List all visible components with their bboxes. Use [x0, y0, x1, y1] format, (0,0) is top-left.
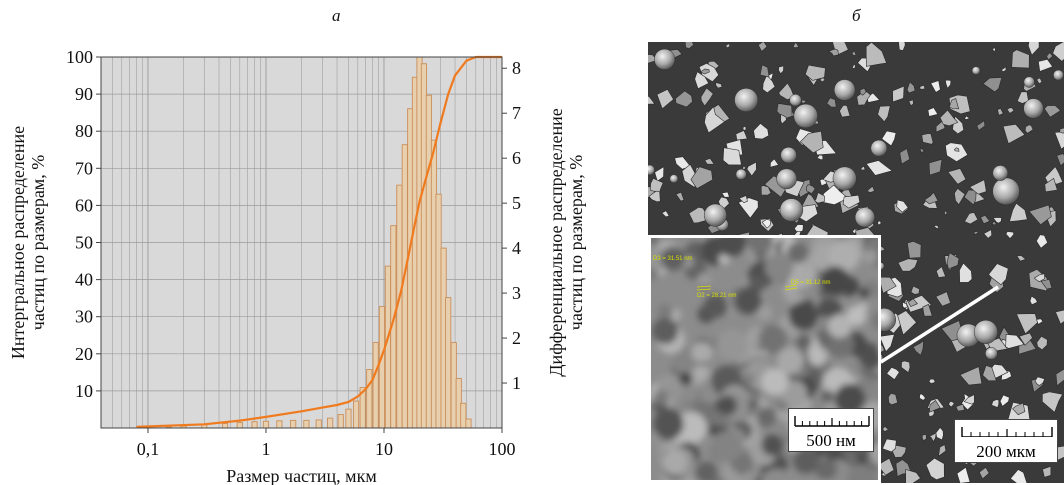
x-tick-label: 100 — [489, 439, 516, 459]
y-left-tick-label: 40 — [75, 270, 93, 290]
bar — [263, 421, 268, 428]
y-axis-left-label: Интергральное распределение частиц по раз… — [8, 126, 48, 359]
axis-title-group: Дифференциальное распределение частиц по … — [546, 108, 586, 376]
x-tick-label: 10 — [375, 439, 393, 459]
y-axis-right-label: Дифференциальное распределение частиц по … — [546, 108, 586, 376]
bar — [426, 95, 431, 428]
y-right-tick-label: 6 — [512, 148, 521, 168]
x-tick-label: 1 — [261, 439, 270, 459]
y-left-tick-label: 20 — [75, 344, 93, 364]
y-left-tick-label: 10 — [75, 381, 93, 401]
inset-scale-ticks — [794, 414, 870, 428]
bar — [461, 403, 466, 428]
y-left-tick-label: 90 — [75, 84, 93, 104]
bar — [277, 421, 282, 428]
bar — [446, 298, 451, 428]
y-left-tick-label: 100 — [66, 47, 93, 67]
bar — [379, 307, 384, 428]
bar — [338, 415, 343, 428]
bar — [328, 418, 333, 428]
bar — [316, 420, 321, 428]
axis-title-line: Интергральное распределение — [8, 126, 28, 359]
inset-scale-label: 500 нм — [789, 432, 873, 450]
particle-size-chart: 10 20 30 40 50 60 70 80 90 100 1 2 3 4 5 6 7 8 0,1 1 10 100 Р… — [0, 0, 640, 485]
axis-title-line: частиц по размерам, % — [566, 155, 586, 330]
bar — [291, 420, 296, 428]
inset-scale-bar: 500 нм — [788, 408, 874, 452]
axis-title-group: Интергральное распределение частиц по раз… — [8, 126, 48, 359]
y-left-tick-label: 50 — [75, 233, 93, 253]
x-tick-label: 0,1 — [137, 439, 160, 459]
y-right-tick-label: 7 — [512, 103, 521, 123]
y-right-tick-label: 8 — [512, 58, 521, 78]
bar — [304, 420, 309, 428]
bar — [373, 343, 378, 428]
y-left-tick-label: 30 — [75, 307, 93, 327]
y-right-tick-label: 5 — [512, 193, 521, 213]
bar — [353, 401, 358, 428]
y-right-tick-label: 2 — [512, 328, 521, 348]
bar — [252, 422, 257, 428]
y-right-tick-label: 4 — [512, 238, 521, 258]
bar — [451, 343, 456, 428]
y-right-tick-label: 1 — [512, 373, 521, 393]
y-left-tick-label: 60 — [75, 195, 93, 215]
axis-title-line: Дифференциальное распределение — [546, 108, 566, 376]
bar — [466, 419, 471, 428]
bar — [346, 409, 351, 428]
y-left-tick-label: 80 — [75, 121, 93, 141]
axis-title-line: частиц по размерам, % — [28, 155, 48, 330]
bar — [237, 423, 242, 428]
y-left-tick-label: 70 — [75, 158, 93, 178]
x-axis-label: Размер частиц, мкм — [226, 466, 376, 485]
bar — [367, 370, 372, 428]
bar — [222, 424, 227, 428]
sem-inset: D3 = 31.51 nm D2 = 28.21 nm D5 = 31.12 n… — [648, 235, 881, 483]
panel-b-label: б — [852, 6, 861, 26]
y-right-tick-label: 3 — [512, 283, 521, 303]
bar — [436, 194, 441, 428]
bar — [421, 64, 426, 428]
